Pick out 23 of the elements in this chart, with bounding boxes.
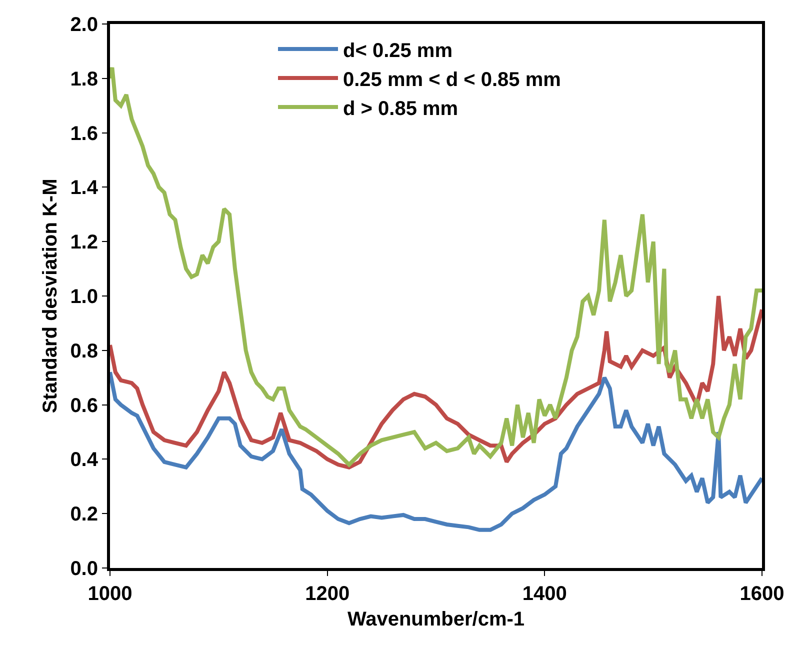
y-tick-label: 0.6 — [70, 394, 98, 417]
line-series — [110, 294, 762, 470]
y-tick-label: 0.8 — [70, 340, 98, 362]
legend-label: 0.25 mm < d < 0.85 mm — [343, 68, 561, 91]
line-series — [110, 66, 762, 467]
y-tick-label: 1.0 — [70, 286, 98, 308]
y-tick-label: 0.2 — [70, 504, 98, 526]
x-axis-title: Wavenumber/cm-1 — [347, 608, 525, 630]
y-tick-label: 2.0 — [70, 14, 98, 36]
y-tick-label: 1.2 — [70, 232, 98, 254]
x-tick-label: 1600 — [740, 583, 784, 605]
y-tick-label: 0.0 — [70, 558, 98, 580]
x-tick-label: 1200 — [305, 583, 350, 605]
y-axis-title: Standard desviation K-M — [40, 178, 62, 414]
y-tick-label: 1.6 — [70, 122, 98, 145]
y-tick-label: 1.4 — [70, 177, 99, 200]
y-tick-label: 0.4 — [70, 449, 99, 472]
x-tick-label: 1000 — [88, 583, 132, 605]
line-series — [110, 370, 762, 532]
legend-label: d< 0.25 mm — [343, 40, 453, 62]
x-tick-label: 1400 — [522, 583, 567, 605]
legend-label: d > 0.85 mm — [343, 98, 458, 120]
y-tick-label: 1.8 — [70, 68, 98, 90]
